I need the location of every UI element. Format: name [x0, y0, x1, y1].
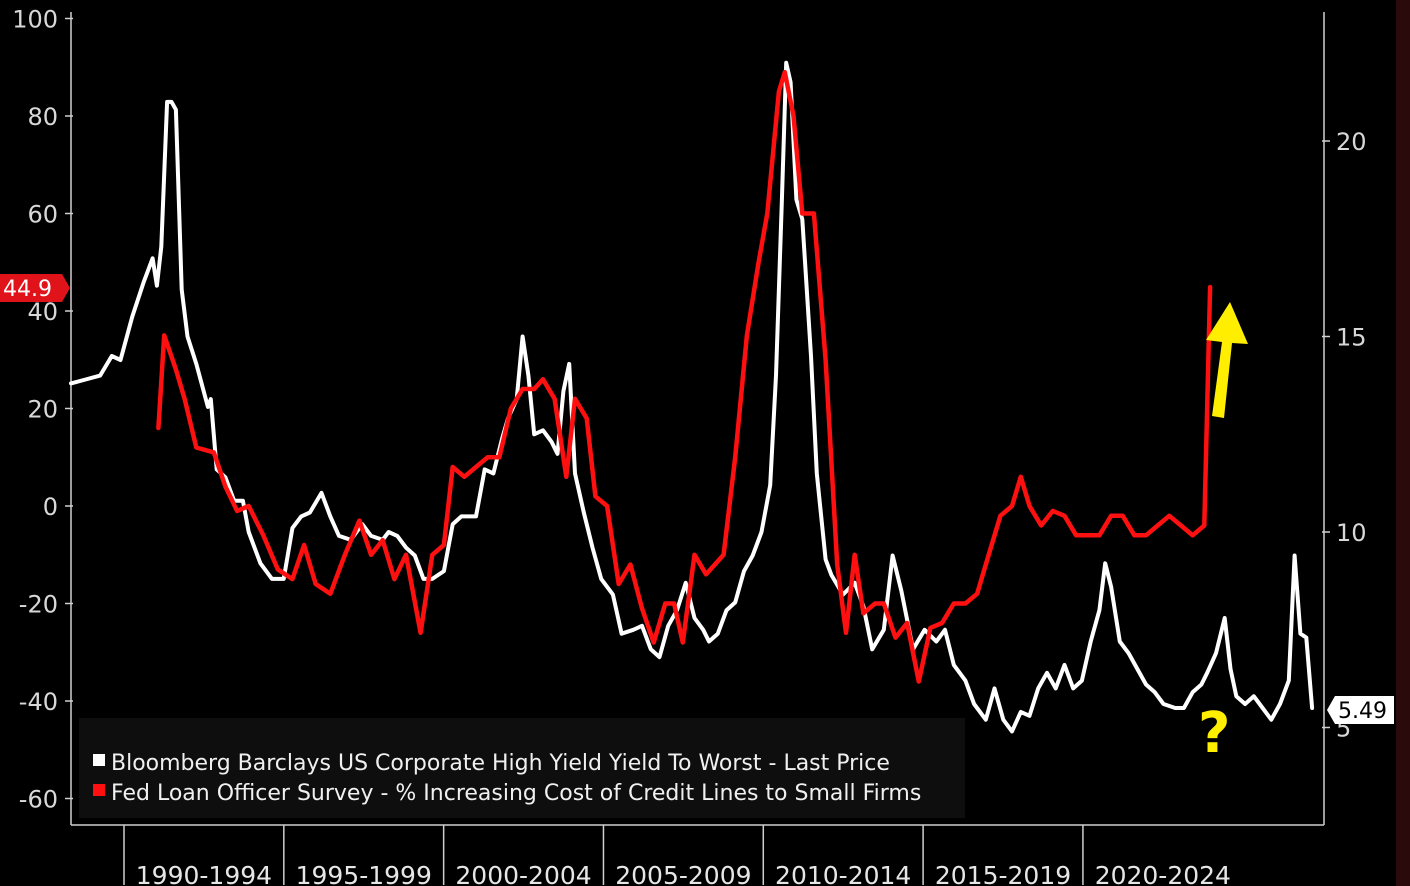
- left-axis-ticks: 100 80 60 40 20 0 -20 -40 -60: [12, 6, 73, 814]
- x-tick-label-0: 1990-1994: [136, 861, 272, 886]
- question-mark-annotation: ?: [1198, 701, 1230, 766]
- left-tick-label-6: -20: [19, 591, 58, 619]
- x-tick-label-5: 2015-2019: [935, 861, 1071, 886]
- series-line-loan-officer: [156, 69, 1213, 684]
- x-tick-label-2: 2000-2004: [455, 861, 591, 886]
- left-tick-label-3: 40: [27, 298, 58, 326]
- left-last-value-tag: 44.9: [0, 274, 70, 302]
- right-tick-label-1: 15: [1336, 324, 1367, 352]
- legend-swatch-red: [93, 784, 105, 796]
- legend-box: [79, 718, 965, 818]
- left-tick-label-1: 80: [27, 103, 58, 131]
- right-tick-label-0: 20: [1336, 128, 1367, 156]
- legend-entry-red: Fed Loan Officer Survey - % Increasing C…: [111, 781, 921, 806]
- left-tick-label-7: -40: [19, 688, 58, 716]
- x-axis-ticks: 1990-1994 1995-1999 2000-2004 2005-2009 2010…: [123, 825, 1231, 886]
- series-line-high-yield: [69, 60, 1315, 734]
- x-tick-label-4: 2010-2014: [775, 861, 911, 886]
- left-tick-label-8: -60: [19, 786, 58, 814]
- right-last-value-text: 5.49: [1338, 699, 1387, 724]
- series-layer: [69, 60, 1315, 734]
- right-last-value-tag-shape: [1327, 696, 1394, 724]
- x-tick-label-3: 2005-2009: [615, 861, 751, 886]
- x-tick-label-1: 1995-1999: [296, 861, 432, 886]
- left-last-value-text: 44.9: [3, 277, 52, 302]
- right-last-value-tag: 5.49: [1327, 696, 1394, 724]
- left-tick-label-2: 60: [27, 201, 58, 229]
- left-tick-label-0: 100: [12, 6, 58, 34]
- legend-swatch-white: [93, 754, 105, 766]
- left-tick-label-5: 0: [43, 493, 58, 521]
- right-edge-strip: [1396, 0, 1410, 886]
- yellow-up-arrow-icon: [1206, 302, 1248, 418]
- x-tick-label-6: 2020-2024: [1095, 861, 1231, 886]
- left-tick-label-4: 20: [27, 396, 58, 424]
- right-tick-label-2: 10: [1336, 519, 1367, 547]
- legend-entry-white: Bloomberg Barclays US Corporate High Yie…: [111, 751, 890, 776]
- left-last-value-tag-shape: [0, 274, 70, 302]
